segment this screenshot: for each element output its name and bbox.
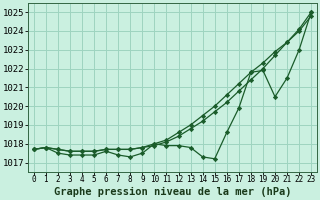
X-axis label: Graphe pression niveau de la mer (hPa): Graphe pression niveau de la mer (hPa) [54,187,291,197]
